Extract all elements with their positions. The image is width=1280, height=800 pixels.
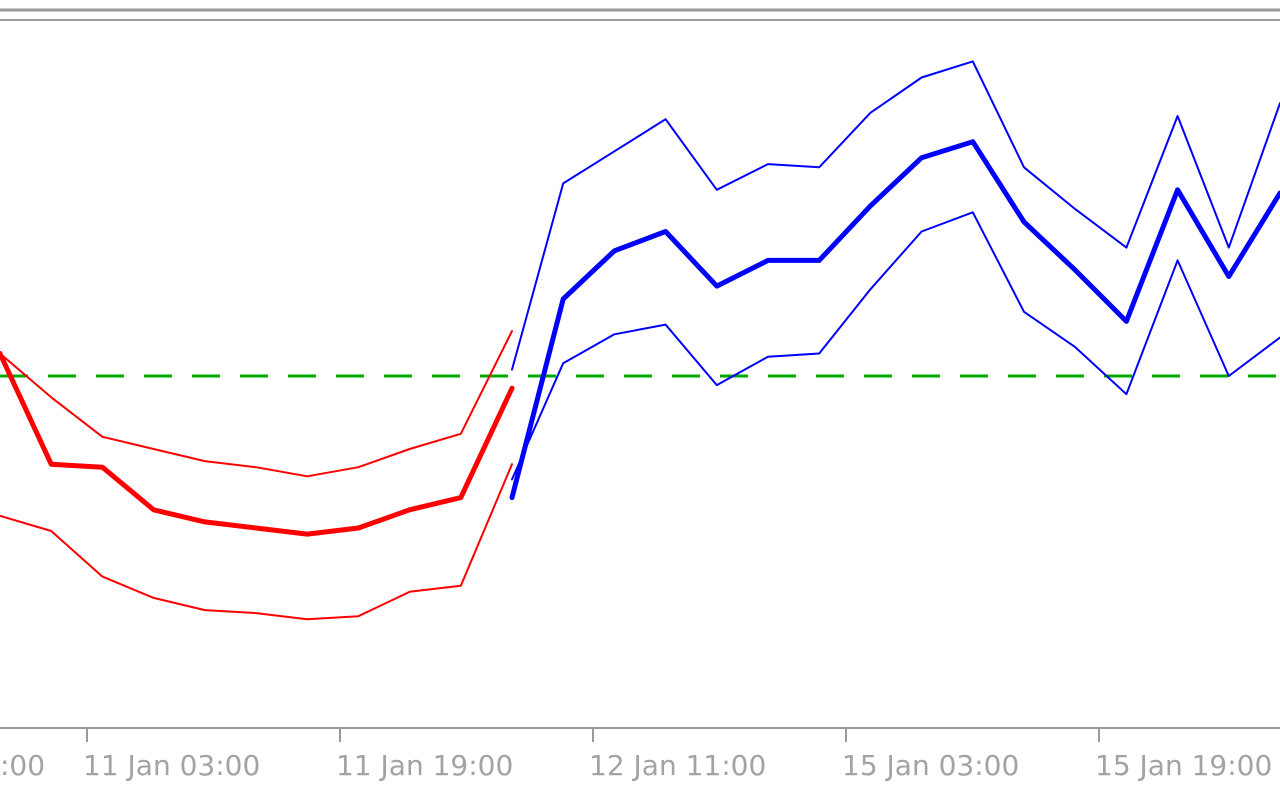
- series-line-0-segment-0: [0, 351, 515, 537]
- x-tick-label-3: 12 Jan 11:00: [589, 749, 766, 782]
- x-tick-label-5: 15 Jan 19:00: [1095, 749, 1272, 782]
- series-line-5-segment-0: [511, 211, 1280, 481]
- series-line-4-segment-0: [511, 60, 1280, 371]
- x-tick-label-1: 11 Jan 03:00: [83, 749, 260, 782]
- series-line-2-segment-0: [0, 463, 513, 621]
- x-tick-label-2: 11 Jan 19:00: [336, 749, 513, 782]
- x-tick-label-0: :00: [0, 749, 45, 782]
- series-line-1-segment-0: [0, 330, 513, 478]
- x-tick-label-4: 15 Jan 03:00: [842, 749, 1019, 782]
- series-line-3-segment-0: [509, 139, 1280, 501]
